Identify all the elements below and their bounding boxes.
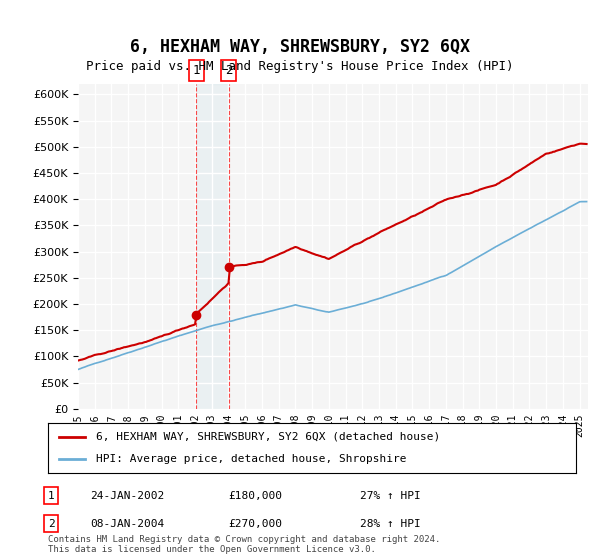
Text: £270,000: £270,000 xyxy=(228,519,282,529)
Text: HPI: Average price, detached house, Shropshire: HPI: Average price, detached house, Shro… xyxy=(95,454,406,464)
Text: 28% ↑ HPI: 28% ↑ HPI xyxy=(360,519,421,529)
Text: £180,000: £180,000 xyxy=(228,491,282,501)
Bar xyxy=(196,84,229,409)
Text: 2: 2 xyxy=(225,64,233,77)
Text: Contains HM Land Registry data © Crown copyright and database right 2024.
This d: Contains HM Land Registry data © Crown c… xyxy=(48,535,440,554)
Text: Price paid vs. HM Land Registry's House Price Index (HPI): Price paid vs. HM Land Registry's House … xyxy=(86,60,514,73)
Text: 27% ↑ HPI: 27% ↑ HPI xyxy=(360,491,421,501)
Text: 1: 1 xyxy=(193,64,200,77)
Text: 1: 1 xyxy=(47,491,55,501)
Text: 6, HEXHAM WAY, SHREWSBURY, SY2 6QX: 6, HEXHAM WAY, SHREWSBURY, SY2 6QX xyxy=(130,38,470,56)
Text: 24-JAN-2002: 24-JAN-2002 xyxy=(90,491,164,501)
Text: 2: 2 xyxy=(47,519,55,529)
Text: 6, HEXHAM WAY, SHREWSBURY, SY2 6QX (detached house): 6, HEXHAM WAY, SHREWSBURY, SY2 6QX (deta… xyxy=(95,432,440,442)
Text: 08-JAN-2004: 08-JAN-2004 xyxy=(90,519,164,529)
